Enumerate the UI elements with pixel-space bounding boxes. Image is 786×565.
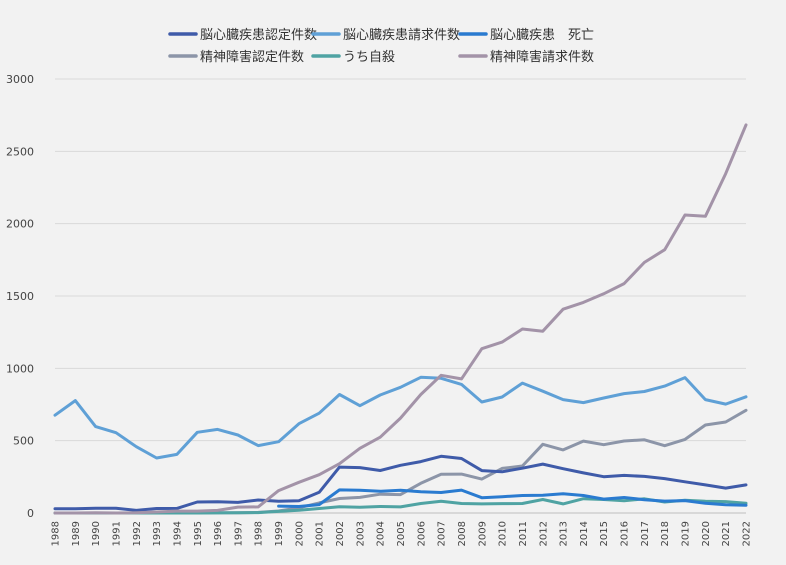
x-tick-label: 2016 xyxy=(620,521,631,546)
x-tick-label: 2017 xyxy=(640,521,651,546)
y-tick-label: 3000 xyxy=(6,73,34,86)
series-lines xyxy=(53,123,748,515)
x-tick-label: 2009 xyxy=(477,521,488,546)
y-tick-label: 500 xyxy=(13,435,34,448)
legend-item: うち自殺 xyxy=(311,50,395,65)
x-tick-label: 2019 xyxy=(681,521,692,546)
legend-item: 精神障害認定件数 xyxy=(168,49,304,65)
x-tick-label: 2003 xyxy=(355,521,366,546)
y-axis-ticks: 0 500 1000 1500 2000 2500 3000 xyxy=(6,73,34,520)
x-tick-label: 2015 xyxy=(599,521,610,546)
legend-item: 脳心臓疾患認定件数 xyxy=(168,27,317,43)
x-tick-label: 2010 xyxy=(498,521,509,546)
x-tick-label: 1991 xyxy=(111,521,122,546)
legend-item: 脳心臓疾患請求件数 xyxy=(311,28,460,43)
x-tick-label: 2005 xyxy=(396,521,407,546)
x-tick-label: 1994 xyxy=(172,521,183,546)
x-tick-label: 2022 xyxy=(742,521,753,546)
x-tick-label: 2021 xyxy=(721,521,732,546)
y-tick-label: 0 xyxy=(27,507,34,520)
series-line-2 xyxy=(277,488,748,508)
series-line-4 xyxy=(53,497,748,515)
legend-label: 脳心臓疾患請求件数 xyxy=(343,28,460,43)
x-tick-label: 2001 xyxy=(315,521,326,546)
series-line-1 xyxy=(53,375,748,460)
x-tick-label: 1988 xyxy=(51,521,62,546)
series-line-5 xyxy=(53,123,748,515)
x-tick-label: 1993 xyxy=(152,521,163,546)
legend-item: 脳心臓疾患 死亡 xyxy=(458,28,594,43)
x-tick-label: 2002 xyxy=(335,521,346,546)
series-line-0 xyxy=(53,454,748,512)
x-tick-label: 1995 xyxy=(193,521,204,546)
x-tick-label: 1997 xyxy=(233,521,244,546)
x-axis-ticks: 1988 1989 1990 1991 1992 1993 1994 1995 1996 1997… xyxy=(51,521,753,546)
x-tick-label: 1992 xyxy=(132,521,143,546)
x-tick-label: 2006 xyxy=(416,521,427,546)
x-tick-label: 2018 xyxy=(660,521,671,546)
x-tick-label: 2011 xyxy=(518,521,529,546)
x-tick-label: 1998 xyxy=(254,521,265,546)
legend-label: 精神障害認定件数 xyxy=(200,49,304,65)
x-tick-label: 1999 xyxy=(274,521,285,546)
x-tick-label: 2013 xyxy=(559,521,570,546)
legend-item: 精神障害請求件数 xyxy=(458,49,594,65)
legend-label: うち自殺 xyxy=(343,50,395,65)
x-tick-label: 1990 xyxy=(91,521,102,546)
y-tick-label: 1500 xyxy=(6,290,34,303)
y-tick-label: 1000 xyxy=(6,362,34,375)
x-tick-label: 2000 xyxy=(294,521,305,546)
x-tick-label: 1989 xyxy=(71,521,82,546)
y-tick-label: 2000 xyxy=(6,218,34,231)
x-tick-label: 2014 xyxy=(579,521,590,546)
x-tick-label: 2004 xyxy=(376,521,387,546)
x-tick-label: 2007 xyxy=(437,521,448,546)
legend-label: 脳心臓疾患 死亡 xyxy=(490,28,594,43)
x-tick-label: 2012 xyxy=(538,521,549,546)
legend-label: 脳心臓疾患認定件数 xyxy=(200,27,317,43)
x-tick-label: 2008 xyxy=(457,521,468,546)
x-tick-label: 2020 xyxy=(701,521,712,546)
x-tick-label: 1996 xyxy=(213,521,224,546)
legend-label: 精神障害請求件数 xyxy=(490,49,594,65)
y-tick-label: 2500 xyxy=(6,145,34,158)
